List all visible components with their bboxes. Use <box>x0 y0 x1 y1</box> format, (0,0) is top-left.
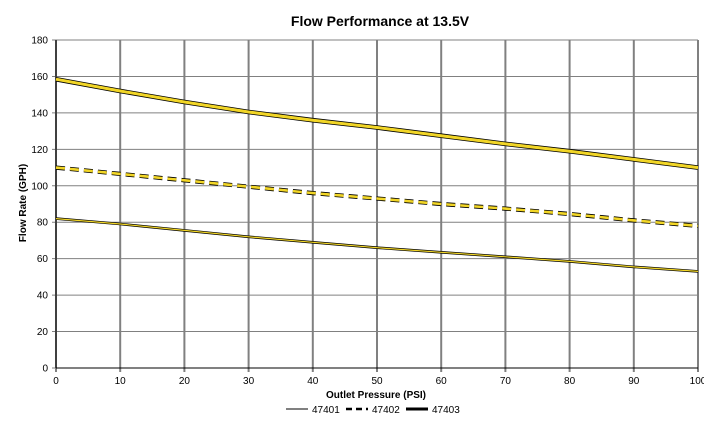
x-tick-label: 30 <box>243 376 255 387</box>
series-line <box>55 166 699 228</box>
x-axis-label: Outlet Pressure (PSI) <box>326 390 426 401</box>
y-axis-label: Flow Rate (GPH) <box>18 164 29 242</box>
y-tick-label: 180 <box>31 36 48 47</box>
chart-title: Flow Performance at 13.5V <box>291 13 470 29</box>
series-47402 <box>55 165 699 228</box>
y-tick-label: 40 <box>37 291 49 302</box>
x-tick-label: 20 <box>179 376 191 387</box>
y-tick-label: 140 <box>31 108 48 119</box>
x-tick-label: 90 <box>628 376 640 387</box>
y-tick-label: 0 <box>42 364 48 375</box>
x-tick-label: 0 <box>53 376 59 387</box>
legend-label: 47401 <box>312 405 340 416</box>
y-tick-labels: 0 20 40 60 80 100 120 140 160 180 <box>31 36 48 375</box>
legend: 47401 47402 47403 <box>286 405 460 416</box>
x-tick-label: 100 <box>690 376 704 387</box>
x-tick-labels: 0 10 20 30 40 50 60 70 80 90 100 <box>53 376 704 387</box>
x-tick-label: 50 <box>371 376 383 387</box>
legend-label: 47402 <box>372 405 400 416</box>
series-47403 <box>55 76 699 170</box>
x-tick-label: 60 <box>436 376 448 387</box>
y-tick-label: 80 <box>37 218 49 229</box>
y-tick-label: 100 <box>31 181 48 192</box>
grid <box>52 39 699 372</box>
x-tick-label: 40 <box>307 376 319 387</box>
series-lines <box>55 76 699 273</box>
y-tick-label: 120 <box>31 145 48 156</box>
series-line <box>55 218 699 272</box>
x-tick-label: 70 <box>500 376 512 387</box>
series-47401 <box>55 217 699 273</box>
series-line <box>55 77 699 170</box>
y-tick-label: 160 <box>31 72 48 83</box>
legend-label: 47403 <box>432 405 460 416</box>
y-tick-label: 20 <box>37 327 49 338</box>
x-tick-label: 10 <box>115 376 127 387</box>
y-tick-label: 60 <box>37 254 49 265</box>
x-tick-label: 80 <box>564 376 576 387</box>
